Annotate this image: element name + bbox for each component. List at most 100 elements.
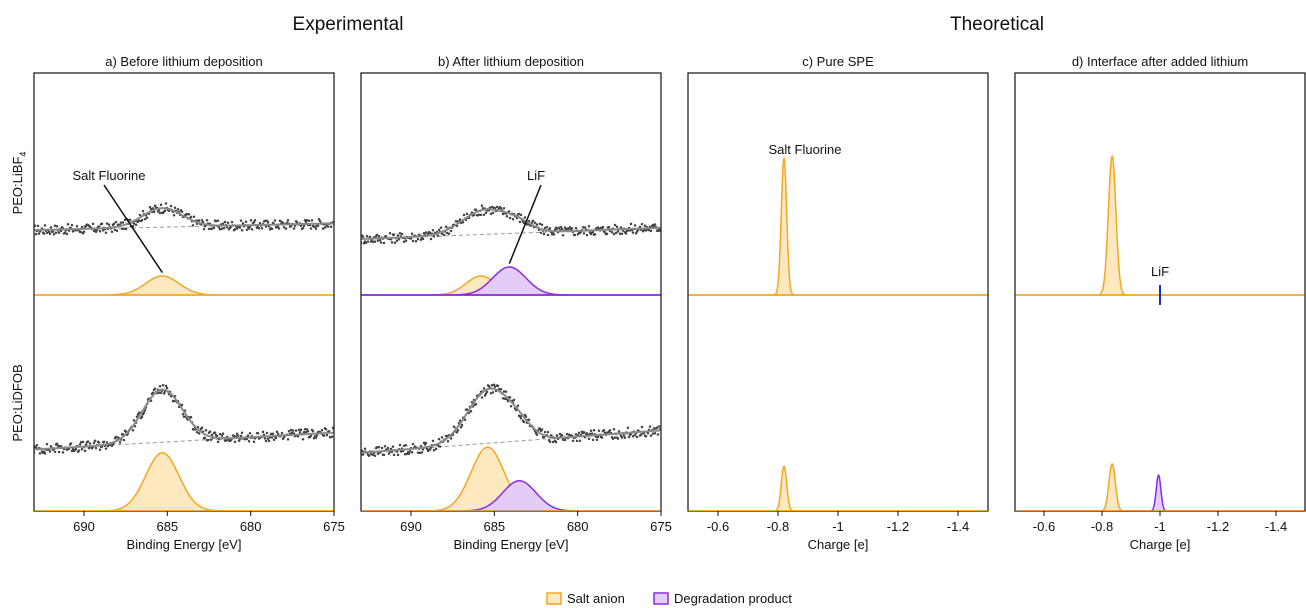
xps-point bbox=[512, 398, 516, 402]
xps-point bbox=[240, 431, 244, 435]
xps-point bbox=[331, 426, 334, 430]
x-tick-label: 680 bbox=[240, 519, 262, 534]
xps-point bbox=[607, 225, 611, 229]
xps-point bbox=[622, 434, 626, 437]
xps-point bbox=[365, 234, 369, 238]
xps-point bbox=[611, 437, 615, 441]
x-tick-label: 675 bbox=[323, 519, 345, 534]
xps-point bbox=[306, 429, 310, 433]
xps-point bbox=[157, 209, 161, 212]
xps-point bbox=[543, 226, 547, 230]
xps-point bbox=[452, 425, 456, 428]
xps-point bbox=[53, 450, 57, 453]
xps-point bbox=[516, 404, 520, 407]
xps-point bbox=[98, 448, 102, 452]
xps-point bbox=[418, 451, 422, 455]
xps-point bbox=[223, 220, 227, 224]
xps-point bbox=[200, 426, 204, 429]
xps-point bbox=[238, 226, 242, 229]
xps-point bbox=[644, 434, 648, 438]
component-degradation-product bbox=[361, 480, 661, 511]
xps-point bbox=[655, 426, 659, 430]
xps-point bbox=[388, 231, 392, 235]
xps-point bbox=[462, 213, 466, 217]
xps-point bbox=[78, 443, 82, 446]
panel-c-frame bbox=[687, 72, 989, 512]
panel-d: d) Interface after added lithium -0.6 -0.8… bbox=[1014, 54, 1306, 552]
xps-point bbox=[104, 447, 108, 450]
row-label-liBF4: PEO:LiBF4 bbox=[10, 152, 28, 215]
xps-point bbox=[36, 224, 40, 228]
xps-point bbox=[305, 218, 309, 222]
x-tick-label: 685 bbox=[483, 519, 505, 534]
xps-point bbox=[324, 428, 328, 431]
xps-point bbox=[57, 231, 61, 234]
xps-point bbox=[519, 417, 523, 420]
xps-point bbox=[414, 240, 418, 243]
xps-point bbox=[545, 225, 549, 229]
xps-point bbox=[142, 411, 146, 414]
xps-point bbox=[121, 221, 125, 224]
xps-point bbox=[600, 436, 604, 439]
xps-point bbox=[648, 425, 652, 428]
panel-b-title: b) After lithium deposition bbox=[438, 54, 584, 69]
xps-point bbox=[571, 439, 575, 442]
xps-point bbox=[530, 221, 534, 224]
xps-point bbox=[493, 385, 497, 388]
xps-point bbox=[554, 440, 558, 444]
xps-point bbox=[503, 397, 507, 400]
xps-point bbox=[295, 220, 299, 224]
xps-point bbox=[322, 434, 326, 438]
xps-point bbox=[633, 224, 637, 227]
xps-point bbox=[141, 209, 145, 213]
xps-point bbox=[518, 220, 522, 224]
xps-point bbox=[244, 220, 248, 224]
xps-point bbox=[366, 240, 370, 243]
component-salt-anion bbox=[34, 452, 334, 511]
xps-point bbox=[411, 442, 415, 446]
xps-point bbox=[61, 451, 65, 454]
xps-point bbox=[508, 396, 512, 399]
xps-point bbox=[361, 453, 365, 456]
xps-point bbox=[644, 229, 648, 232]
annotation-label: Salt Fluorine bbox=[73, 168, 146, 183]
xps-point bbox=[159, 203, 163, 207]
xps-point bbox=[79, 230, 83, 234]
xps-point bbox=[499, 206, 503, 210]
xps-point bbox=[218, 228, 222, 231]
xps-point bbox=[261, 430, 265, 434]
xps-point bbox=[527, 418, 531, 421]
xps-point bbox=[289, 428, 293, 432]
xps-point bbox=[496, 384, 500, 388]
xps-point bbox=[321, 227, 325, 230]
xps-point bbox=[396, 453, 400, 457]
xps-point bbox=[65, 232, 69, 236]
xps-point bbox=[508, 216, 512, 220]
xps-point bbox=[440, 436, 444, 439]
xps-point bbox=[421, 237, 425, 241]
xps-point bbox=[480, 204, 484, 207]
xps-point bbox=[461, 221, 465, 224]
xps-point bbox=[148, 205, 152, 209]
xps-point bbox=[483, 394, 487, 397]
xps-point bbox=[313, 225, 317, 229]
xps-point bbox=[420, 451, 424, 454]
xps-point bbox=[84, 443, 88, 446]
xps-point bbox=[314, 436, 318, 439]
xps-point bbox=[202, 227, 206, 231]
xps-point bbox=[652, 427, 656, 430]
annotation-leader-line bbox=[508, 184, 542, 264]
xps-point bbox=[291, 429, 295, 432]
xps-point bbox=[309, 227, 313, 230]
xps-point bbox=[393, 241, 397, 244]
xps-point bbox=[195, 430, 199, 434]
panel-a-xlabel: Binding Energy [eV] bbox=[127, 537, 242, 552]
xps-point bbox=[367, 454, 371, 457]
xps-point bbox=[239, 219, 243, 222]
xps-point bbox=[442, 233, 446, 237]
x-tick-label: 690 bbox=[73, 519, 95, 534]
xps-point bbox=[54, 231, 58, 234]
xps-point bbox=[465, 408, 469, 411]
xps-point bbox=[424, 441, 428, 445]
component-salt-anion bbox=[688, 465, 988, 511]
